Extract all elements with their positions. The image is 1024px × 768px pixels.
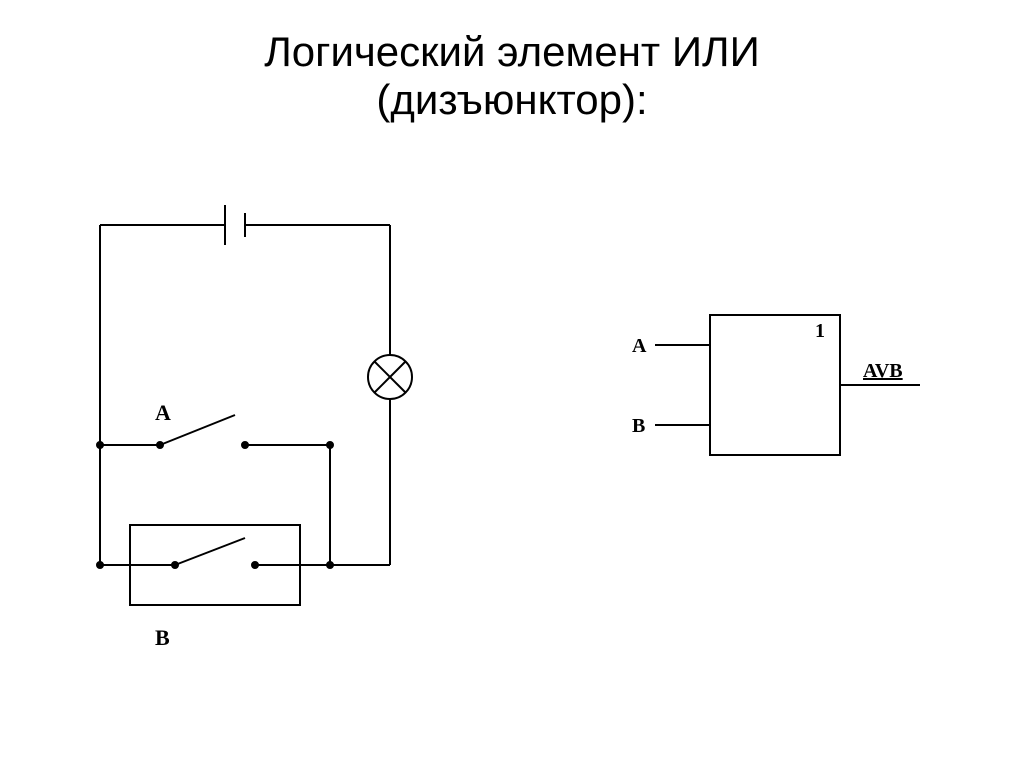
title-line-2: (дизъюнктор): <box>376 76 647 123</box>
circuit-diagram: A B <box>30 165 510 685</box>
circuit-label-b: B <box>155 625 170 650</box>
page-title: Логический элемент ИЛИ (дизъюнктор): <box>0 0 1024 125</box>
gate-label-b: B <box>632 415 645 437</box>
diagram-area: A B A B 1 AVB <box>0 125 1024 725</box>
gate-output-label: AVB <box>863 360 903 382</box>
gate-label-a: A <box>632 335 647 357</box>
title-line-1: Логический элемент ИЛИ <box>264 28 760 75</box>
circuit-label-a: A <box>155 400 171 425</box>
logic-gate-diagram: A B 1 AVB <box>600 275 960 535</box>
gate-symbol-label: 1 <box>815 320 825 342</box>
